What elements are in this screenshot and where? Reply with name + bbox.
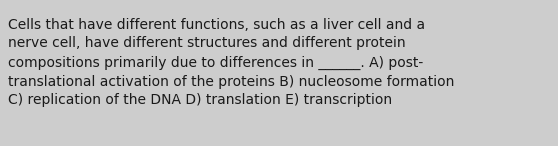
Text: Cells that have different functions, such as a liver cell and a
nerve cell, have: Cells that have different functions, suc… [8, 18, 455, 107]
